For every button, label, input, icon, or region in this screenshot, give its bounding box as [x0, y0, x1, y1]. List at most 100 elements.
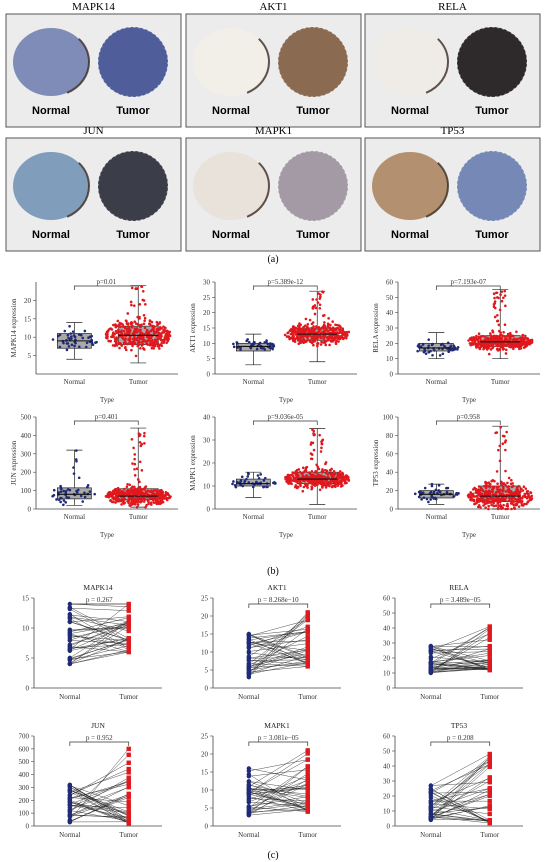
swarm-point-tumor — [470, 497, 474, 501]
swarm-point-tumor — [332, 470, 336, 473]
swarm-point-tumor — [494, 306, 497, 310]
swarm-point-tumor — [495, 485, 499, 489]
swarm-point-tumor — [335, 339, 338, 343]
swarm-point-normal — [62, 499, 66, 502]
swarm-point-tumor — [139, 325, 142, 329]
x-tick-label: Tumor — [129, 378, 148, 386]
swarm-point-normal — [62, 503, 65, 507]
swarm-point-tumor — [165, 498, 169, 502]
paired-point-tumor — [305, 751, 310, 756]
paired-point-tumor — [305, 626, 310, 631]
ihc-gene-title: MAPK1 — [255, 125, 292, 137]
swarm-point-tumor — [504, 507, 507, 511]
swarm-point-tumor — [118, 493, 122, 496]
swarm-point-tumor — [318, 488, 322, 492]
paired-point-normal — [67, 628, 73, 633]
swarm-point-tumor — [509, 343, 513, 347]
swarm-point-tumor — [515, 498, 518, 501]
swarm-point-tumor — [141, 487, 145, 491]
swarm-point-tumor — [137, 339, 140, 343]
swarm-point-tumor — [510, 478, 513, 482]
paired-line — [248, 628, 308, 673]
paired-plot-title: RELA — [449, 583, 469, 592]
swarm-point-normal — [437, 484, 441, 487]
swarm-point-tumor — [294, 470, 298, 473]
swarm-point-normal — [59, 500, 62, 504]
paired-line — [69, 651, 129, 665]
swarm-point-normal — [72, 334, 76, 337]
swarm-point-tumor — [149, 342, 153, 346]
swarm-point-tumor — [508, 345, 511, 349]
swarm-point-tumor — [303, 482, 307, 486]
swarm-point-tumor — [136, 344, 140, 348]
swarm-point-normal — [427, 500, 430, 504]
paired-point-tumor — [487, 804, 492, 809]
swarm-point-tumor — [113, 344, 117, 347]
paired-point-tumor — [305, 638, 310, 644]
swarm-point-tumor — [123, 487, 126, 491]
pvalue-bracket — [435, 420, 501, 425]
swarm-point-tumor — [509, 482, 513, 486]
swarm-point-normal — [58, 345, 62, 349]
swarm-point-normal — [252, 342, 256, 346]
ihc-normal-tissue-image — [193, 152, 269, 220]
swarm-point-tumor — [123, 346, 127, 350]
swarm-point-tumor — [143, 442, 146, 445]
swarm-point-tumor — [500, 482, 504, 485]
swarm-point-tumor — [112, 497, 115, 501]
paired-point-tumor — [487, 786, 492, 791]
paired-line — [248, 650, 308, 659]
swarm-point-tumor — [481, 492, 484, 496]
swarm-point-tumor — [523, 502, 526, 506]
swarm-point-tumor — [518, 347, 521, 351]
ihc-normal-tissue-image — [372, 152, 448, 220]
panel-label-b: (b) — [267, 566, 279, 577]
swarm-point-tumor — [315, 298, 318, 301]
swarm-point-tumor — [315, 463, 318, 467]
swarm-point-tumor — [506, 481, 509, 485]
x-tick-label: Normal — [64, 378, 85, 386]
paired-point-tumor — [305, 795, 310, 800]
paired-point-normal — [246, 797, 252, 803]
swarm-point-tumor — [320, 340, 323, 344]
swarm-point-tumor — [523, 492, 527, 496]
y-axis-label: MAPK1 expression — [189, 435, 197, 491]
x-axis-label: Type — [462, 531, 476, 539]
y-tick-label: 40 — [383, 625, 391, 633]
swarm-point-normal — [66, 333, 70, 337]
swarm-point-tumor — [523, 334, 527, 338]
swarm-point-tumor — [149, 336, 153, 340]
swarm-point-tumor — [158, 336, 162, 339]
y-tick-label: 100 — [383, 414, 394, 422]
paired-point-tumor — [487, 644, 492, 649]
paired-line — [248, 786, 308, 795]
swarm-point-tumor — [341, 332, 345, 336]
swarm-point-tumor — [473, 502, 477, 505]
paired-line — [69, 620, 129, 641]
swarm-point-tumor — [345, 481, 348, 485]
swarm-point-tumor — [493, 498, 496, 501]
swarm-point-tumor — [129, 490, 132, 494]
ihc-normal-label: Normal — [212, 105, 250, 117]
swarm-point-tumor — [143, 348, 146, 351]
swarm-point-tumor — [114, 501, 117, 504]
swarm-point-tumor — [343, 479, 347, 483]
pvalue-bracket — [430, 741, 491, 746]
swarm-point-normal — [74, 458, 78, 461]
pvalue-bracket — [73, 420, 139, 425]
swarm-point-tumor — [310, 457, 314, 461]
paired-line — [69, 814, 129, 819]
paired-point-tumor — [487, 778, 492, 784]
paired-point-tumor — [126, 795, 131, 800]
paired-line — [248, 652, 308, 660]
swarm-point-tumor — [164, 326, 167, 330]
x-axis-label: Type — [100, 531, 114, 539]
swarm-point-normal — [69, 332, 73, 335]
y-axis-label: RELA expression — [372, 303, 380, 353]
y-tick-label: 20 — [203, 309, 211, 317]
paired-line — [430, 806, 490, 819]
paired-line — [69, 607, 129, 639]
paired-line — [430, 645, 490, 652]
swarm-point-tumor — [517, 505, 521, 508]
swarm-point-normal — [232, 345, 236, 349]
